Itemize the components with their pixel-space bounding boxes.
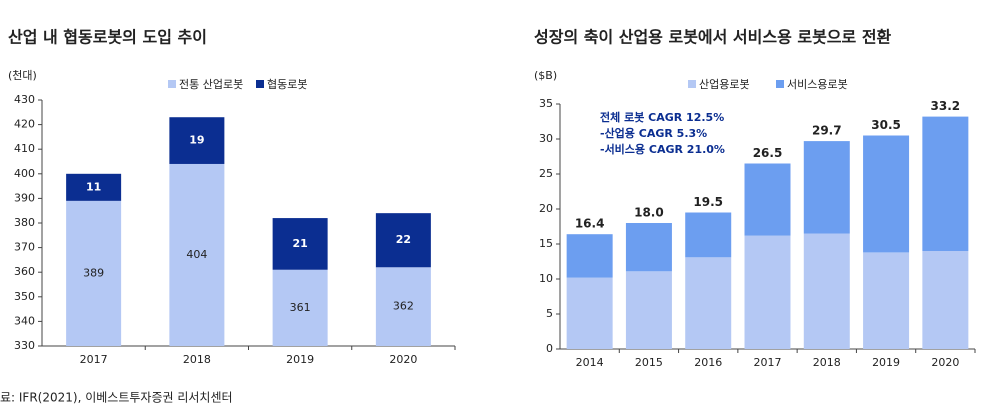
bar-segment [566, 277, 613, 349]
legend-swatch [688, 80, 696, 88]
y-tick-label: 25 [539, 167, 553, 180]
y-tick-label: 20 [539, 202, 553, 215]
bar-segment [169, 117, 225, 164]
x-tick-label: 2017 [80, 353, 108, 366]
bar-segment [566, 234, 613, 278]
legend-label: 서비스용로봇 [787, 78, 848, 91]
y-tick-label: 430 [14, 93, 35, 106]
bar-segment [685, 257, 732, 349]
x-tick-label: 2015 [635, 356, 663, 369]
x-tick-label: 2014 [576, 356, 604, 369]
y-tick-label: 400 [14, 167, 35, 180]
y-tick-label: 35 [539, 97, 553, 110]
y-tick-label: 380 [14, 216, 35, 229]
bar-segment [625, 271, 672, 349]
bar-segment [922, 116, 969, 251]
bar-segment [375, 267, 431, 346]
y-tick-label: 390 [14, 191, 35, 204]
data-label: 361 [290, 301, 311, 314]
y-tick-label: 30 [539, 132, 553, 145]
data-label: 404 [186, 248, 207, 261]
x-tick-label: 2018 [813, 356, 841, 369]
y-tick-label: 330 [14, 339, 35, 352]
x-tick-label: 2016 [694, 356, 722, 369]
x-tick-label: 2019 [286, 353, 314, 366]
data-label: 389 [83, 266, 104, 279]
total-label: 19.5 [693, 195, 723, 209]
legend-label: 전통 산업로봇 [179, 78, 243, 91]
total-label: 29.7 [812, 124, 842, 138]
x-tick-label: 2020 [931, 356, 959, 369]
bar-segment [744, 163, 791, 236]
total-label: 30.5 [871, 118, 901, 132]
chart-title: 산업 내 협동로봇의 도입 추이 [8, 28, 207, 47]
bar-segment [625, 223, 672, 272]
bar-segment [375, 213, 431, 268]
y-tick-label: 340 [14, 314, 35, 327]
annotation: -서비스용 CAGR 21.0% [600, 142, 725, 156]
total-label: 18.0 [634, 206, 664, 220]
unit-label: ($B) [534, 69, 557, 82]
total-label: 16.4 [575, 217, 605, 231]
bar-segment [272, 218, 328, 270]
x-tick-label: 2020 [389, 353, 417, 366]
legend-swatch [168, 80, 176, 88]
x-tick-label: 2019 [872, 356, 900, 369]
source: 료: IFR(2021), 이베스트투자증권 리서치센터 [0, 391, 233, 405]
legend-label: 산업용로봇 [699, 78, 750, 91]
x-tick-label: 2018 [183, 353, 211, 366]
y-tick-label: 10 [539, 272, 553, 285]
y-tick-label: 420 [14, 118, 35, 131]
legend-swatch [256, 80, 264, 88]
legend-swatch [776, 80, 784, 88]
bar-segment [922, 251, 969, 349]
unit-label: (천대) [8, 68, 37, 82]
legend-label: 협동로봇 [267, 78, 307, 91]
bar-segment [169, 163, 225, 346]
bar-segment [863, 252, 910, 349]
y-tick-label: 5 [546, 307, 553, 320]
y-tick-label: 360 [14, 265, 35, 278]
annotation: 전체 로봇 CAGR 12.5% [600, 110, 724, 124]
data-label: 21 [292, 237, 307, 250]
bar-segment [803, 141, 850, 234]
bar-segment [66, 173, 122, 201]
total-label: 26.5 [753, 146, 783, 160]
data-label: 362 [393, 300, 414, 313]
bar-segment [744, 235, 791, 349]
data-label: 19 [189, 134, 204, 147]
bar-segment [66, 200, 122, 346]
data-label: 22 [396, 233, 411, 246]
bar-segment [272, 269, 328, 346]
y-tick-label: 15 [539, 237, 553, 250]
bar-segment [685, 212, 732, 258]
x-tick-label: 2017 [754, 356, 782, 369]
annotation: -산업용 CAGR 5.3% [600, 126, 707, 140]
total-label: 33.2 [931, 99, 961, 113]
bar-segment [863, 135, 910, 253]
y-tick-label: 410 [14, 142, 35, 155]
data-label: 11 [86, 180, 101, 193]
y-tick-label: 350 [14, 290, 35, 303]
bar-segment [803, 233, 850, 349]
chart-title: 성장의 축이 산업용 로봇에서 서비스용 로봇으로 전환 [534, 28, 892, 47]
y-tick-label: 370 [14, 241, 35, 254]
y-tick-label: 0 [546, 342, 553, 355]
